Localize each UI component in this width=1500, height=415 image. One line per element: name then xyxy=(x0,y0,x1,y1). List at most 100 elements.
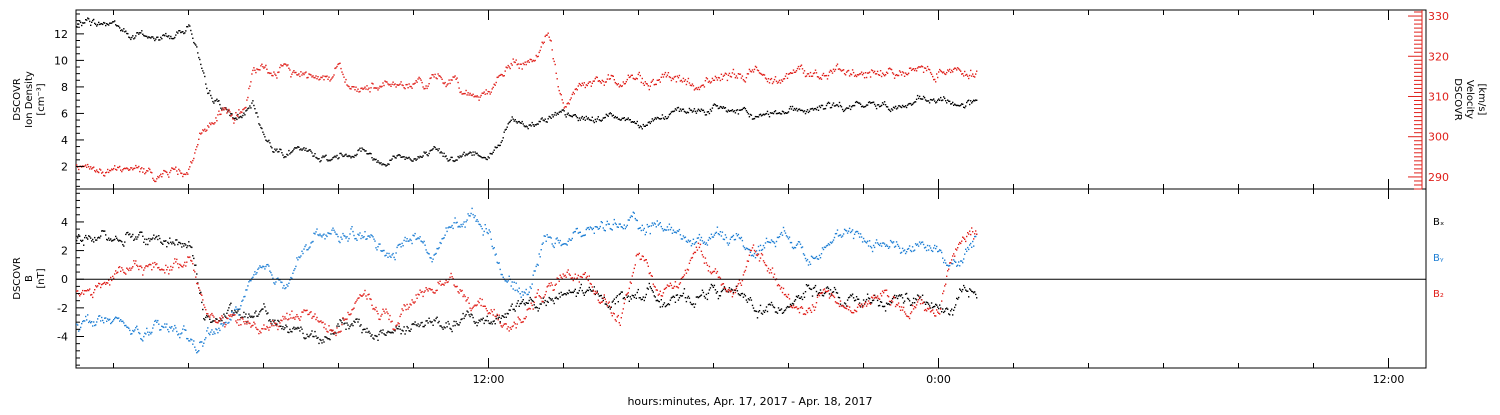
data-point xyxy=(836,104,839,106)
data-point xyxy=(544,299,546,302)
data-point xyxy=(259,265,261,267)
data-point xyxy=(586,275,588,278)
data-point xyxy=(916,94,919,97)
data-point xyxy=(308,313,310,315)
data-point xyxy=(348,327,350,330)
data-point xyxy=(386,164,388,166)
data-point xyxy=(216,321,218,324)
data-point xyxy=(616,116,618,119)
data-point xyxy=(513,120,515,122)
data-point xyxy=(129,37,131,39)
data-point xyxy=(888,300,891,303)
data-point xyxy=(567,112,569,114)
data-point xyxy=(582,292,584,294)
data-point xyxy=(291,73,293,75)
data-point xyxy=(361,295,363,297)
data-point xyxy=(712,79,715,81)
data-point xyxy=(144,267,146,269)
data-point xyxy=(267,327,269,329)
data-point xyxy=(532,274,534,276)
data-point xyxy=(253,321,255,323)
data-point xyxy=(196,282,198,285)
data-point xyxy=(868,302,871,304)
data-point xyxy=(384,312,386,314)
data-point xyxy=(366,298,368,300)
left-tick-label: 4 xyxy=(61,134,68,147)
data-point xyxy=(517,300,519,302)
data-point xyxy=(699,110,702,112)
data-point xyxy=(701,84,704,86)
data-point xyxy=(919,303,922,305)
data-point xyxy=(353,156,355,158)
data-point xyxy=(433,76,435,78)
data-point xyxy=(442,328,444,330)
data-point xyxy=(381,250,383,252)
data-point xyxy=(603,117,605,119)
data-point xyxy=(656,289,658,291)
data-point xyxy=(875,73,878,75)
data-point xyxy=(824,75,827,77)
data-point xyxy=(199,292,201,294)
data-point xyxy=(256,68,258,70)
data-point xyxy=(390,256,392,258)
data-point xyxy=(269,72,271,75)
data-point xyxy=(718,233,721,236)
data-point xyxy=(83,320,85,322)
data-point xyxy=(322,75,324,77)
data-point xyxy=(969,288,971,290)
data-point xyxy=(575,88,577,90)
data-point xyxy=(161,268,163,270)
data-point xyxy=(345,153,347,155)
data-point xyxy=(431,149,433,151)
data-point xyxy=(170,35,172,38)
data-point xyxy=(882,242,885,244)
data-point xyxy=(905,251,908,253)
data-point xyxy=(664,305,667,308)
data-point xyxy=(578,281,580,283)
data-point xyxy=(847,230,850,232)
data-point xyxy=(911,246,914,248)
data-point xyxy=(355,318,357,320)
data-point xyxy=(802,253,805,255)
data-point xyxy=(230,302,232,304)
data-point xyxy=(248,87,250,90)
data-point xyxy=(798,297,801,299)
data-point xyxy=(885,289,888,291)
data-point xyxy=(484,93,486,95)
data-point xyxy=(739,109,742,111)
data-point xyxy=(361,87,363,89)
data-point xyxy=(351,309,353,311)
data-point xyxy=(335,233,337,235)
data-point xyxy=(520,122,522,124)
data-point xyxy=(257,268,259,270)
data-point xyxy=(451,224,453,227)
data-point xyxy=(789,72,792,74)
data-point xyxy=(840,305,843,307)
data-point xyxy=(676,107,679,109)
data-point xyxy=(329,329,331,331)
data-point xyxy=(674,301,677,303)
data-point xyxy=(341,323,343,326)
data-point xyxy=(810,288,813,291)
data-point xyxy=(91,21,93,23)
data-point xyxy=(945,262,947,264)
data-point xyxy=(585,290,587,293)
data-point xyxy=(545,34,547,36)
data-point xyxy=(303,309,305,311)
data-point xyxy=(83,244,85,246)
right-axis-label-line: [km/s] xyxy=(1476,84,1487,116)
data-point xyxy=(486,231,488,234)
data-point xyxy=(970,100,972,102)
data-point xyxy=(177,32,179,34)
data-point xyxy=(301,328,303,330)
data-point xyxy=(479,297,481,300)
data-point xyxy=(812,257,815,259)
data-point xyxy=(964,253,966,255)
data-point xyxy=(754,65,757,68)
data-point xyxy=(433,292,435,294)
data-point xyxy=(154,39,156,42)
data-point xyxy=(511,281,513,283)
data-point xyxy=(540,249,542,251)
data-point xyxy=(753,249,756,252)
data-point xyxy=(251,102,253,104)
